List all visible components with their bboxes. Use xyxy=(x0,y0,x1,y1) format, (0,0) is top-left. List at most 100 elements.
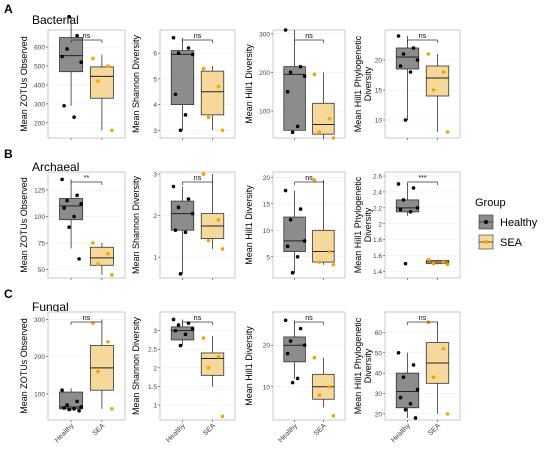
data-point xyxy=(62,103,66,108)
y-tick-label: 6 xyxy=(153,51,157,58)
data-point xyxy=(431,261,436,266)
y-axis-label: Mean Shannon Diversity xyxy=(131,34,141,133)
data-point xyxy=(431,88,436,92)
data-point xyxy=(401,198,406,202)
data-point xyxy=(317,260,322,264)
y-tick-label: 50 xyxy=(38,267,46,274)
panel-a-2: 3 4 5 6 Mean Shannon Diversity ns xyxy=(131,29,236,140)
y-tick-label: 3 xyxy=(153,128,157,135)
box-healthy xyxy=(59,388,84,413)
data-point xyxy=(72,115,76,119)
data-point xyxy=(298,207,303,211)
box-healthy xyxy=(395,182,420,266)
data-point xyxy=(441,70,446,74)
row-title-a: Bacterial xyxy=(32,13,79,27)
signif-label: ns xyxy=(419,315,427,322)
x-tick-label: Healthy xyxy=(390,422,412,444)
data-point xyxy=(176,205,181,210)
y-tick-label: 20 xyxy=(263,175,271,182)
box-body xyxy=(200,352,225,376)
y-tick-label: 75 xyxy=(38,241,46,248)
data-point xyxy=(190,211,195,216)
x-tick-label: Healthy xyxy=(54,422,76,444)
y-tick-label: 2.5 xyxy=(148,347,157,354)
y-tick-label: 400 xyxy=(34,82,45,89)
data-point xyxy=(178,128,183,133)
data-point xyxy=(110,407,114,411)
data-point xyxy=(216,354,221,359)
data-point xyxy=(331,414,336,418)
data-point xyxy=(403,261,408,266)
data-point xyxy=(171,184,176,189)
y-axis-label: Mean Hill1 Diversity xyxy=(244,44,254,124)
box-healthy xyxy=(170,184,195,276)
y-tick-label: 10 xyxy=(263,384,271,391)
data-point xyxy=(173,92,178,97)
signif-label: ns xyxy=(83,315,91,322)
data-point xyxy=(75,193,79,198)
data-point xyxy=(220,414,225,419)
data-point xyxy=(312,72,317,77)
box-body xyxy=(283,216,306,252)
data-point xyxy=(110,273,114,277)
y-tick-label: 15 xyxy=(375,88,383,95)
panel-a-3: 100 200 300 Mean Hill1 Diversity ns xyxy=(244,28,346,140)
y-tick-label: 2 xyxy=(153,213,157,220)
y-tick-label: 200 xyxy=(259,70,270,77)
signif-label: ns xyxy=(194,33,202,40)
y-tick-label: 2.2 xyxy=(373,205,382,212)
data-point xyxy=(186,46,191,50)
legend-swatch-healthy-dot xyxy=(484,220,488,224)
data-point xyxy=(298,64,303,69)
data-point xyxy=(283,188,288,193)
panel-c-2: 1 1.5 2 2.5 3 Mean Shannon Diversity Healthy SE… xyxy=(131,311,236,444)
y-tick-label: 20 xyxy=(375,58,383,65)
data-point xyxy=(206,115,211,120)
panel-b-2: 1 2 3 Mean Shannon Diversity ns xyxy=(131,172,236,280)
y-tick-label: 2.4 xyxy=(373,189,382,196)
x-tick-label: Healthy xyxy=(277,422,299,444)
data-point xyxy=(415,58,420,62)
y-tick-label: 200 xyxy=(34,120,45,127)
data-point xyxy=(75,399,79,404)
data-point xyxy=(290,270,295,275)
box-healthy xyxy=(59,177,84,261)
data-point xyxy=(285,351,290,356)
y-axis-label-line: Mean Hill1 Phylogenetic xyxy=(353,317,363,414)
signif-label: ns xyxy=(305,175,313,182)
data-point xyxy=(79,60,83,65)
data-point xyxy=(302,239,307,243)
data-point xyxy=(285,244,290,248)
data-point xyxy=(176,51,181,55)
data-point xyxy=(317,393,322,397)
y-tick-label: 60 xyxy=(375,330,383,337)
y-tick-label: 2 xyxy=(153,365,157,372)
y-axis-label-line: Mean Hill1 Phylogenetic xyxy=(353,176,363,273)
y-axis-label: Mean Hill1 Diversity xyxy=(244,326,254,406)
box-body xyxy=(312,102,335,135)
data-point xyxy=(408,401,413,406)
data-point xyxy=(183,230,188,235)
data-point xyxy=(295,124,300,129)
box-body xyxy=(89,246,114,266)
data-point xyxy=(201,172,206,176)
data-point xyxy=(415,387,420,392)
box-sea xyxy=(89,319,114,411)
signif-label: ns xyxy=(305,315,313,322)
data-point xyxy=(183,332,188,337)
panel-b-1: 50 75 100 125 Mean ZOTUs Observed ** xyxy=(19,171,126,280)
y-axis-label: Mean ZOTUs Observed xyxy=(19,36,29,132)
data-point xyxy=(75,33,79,38)
data-point xyxy=(283,318,288,323)
data-point xyxy=(220,247,225,251)
data-point xyxy=(183,113,188,117)
data-point xyxy=(408,210,413,214)
y-tick-label: 10 xyxy=(375,118,383,125)
data-point xyxy=(295,254,300,259)
y-tick-label: 300 xyxy=(34,317,45,324)
data-point xyxy=(79,202,83,206)
y-tick-label: 200 xyxy=(34,354,45,361)
data-point xyxy=(441,346,446,351)
signif-label: ns xyxy=(194,315,202,322)
